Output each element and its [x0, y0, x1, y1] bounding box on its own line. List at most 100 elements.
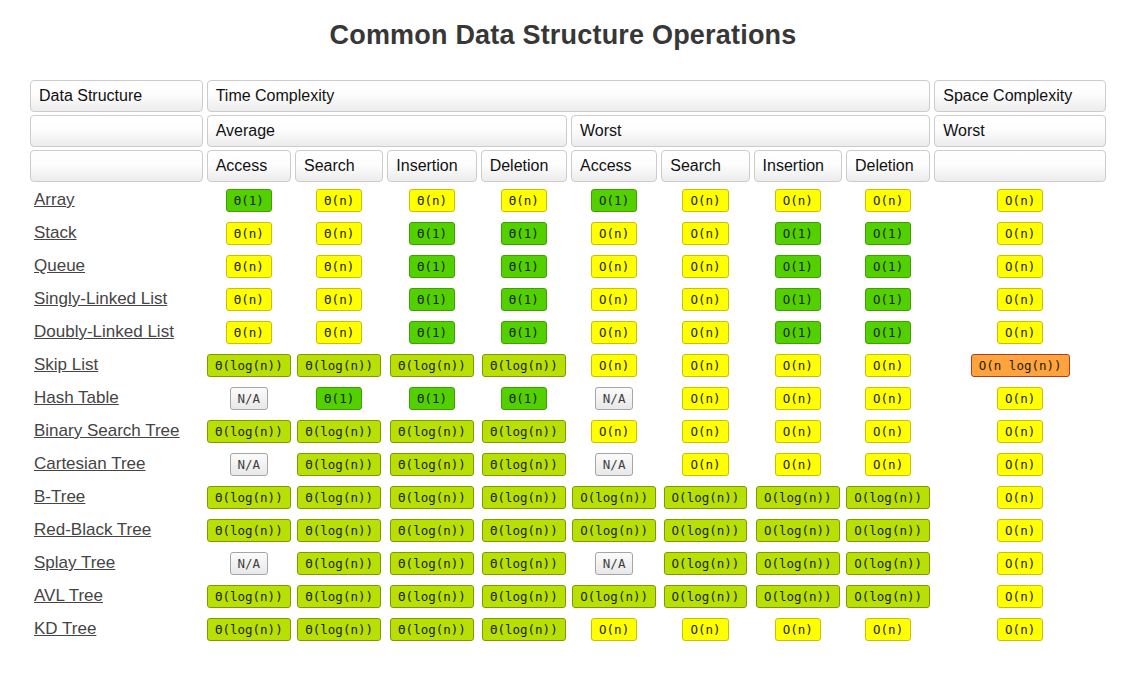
data-structure-link[interactable]: Hash Table [34, 388, 119, 407]
complexity-cell: Θ(log(n)) [387, 548, 476, 578]
complexity-badge: Θ(log(n)) [482, 519, 566, 542]
complexity-cell: O(log(n)) [754, 515, 842, 545]
header-space-worst: Worst [934, 115, 1106, 147]
data-structure-link[interactable]: Skip List [34, 355, 98, 374]
complexity-badge: N/A [595, 552, 634, 575]
complexity-cell: O(log(n)) [661, 515, 749, 545]
complexity-badge: Θ(log(n)) [390, 354, 474, 377]
complexity-cell: O(n) [934, 251, 1106, 281]
data-structure-link[interactable]: Binary Search Tree [34, 421, 180, 440]
complexity-badge: O(log(n)) [664, 585, 748, 608]
complexity-cell: O(log(n)) [846, 548, 930, 578]
data-structure-name-cell: Doubly-Linked List [30, 317, 203, 347]
data-structure-link[interactable]: AVL Tree [34, 586, 103, 605]
complexity-cell: O(n) [846, 614, 930, 644]
complexity-badge: O(n) [682, 222, 728, 245]
header-worst: Worst [571, 115, 930, 147]
complexity-cell: Θ(1) [387, 218, 476, 248]
complexity-badge: Θ(log(n)) [390, 453, 474, 476]
complexity-cell: O(log(n)) [571, 482, 657, 512]
complexity-cell: Θ(log(n)) [481, 482, 567, 512]
data-structure-link[interactable]: Queue [34, 256, 85, 275]
complexity-badge: Θ(n) [226, 255, 272, 278]
complexity-cell: O(log(n)) [846, 515, 930, 545]
complexity-cell: O(n) [754, 614, 842, 644]
header-worst-insertion: Insertion [754, 150, 842, 182]
complexity-badge: O(n) [997, 486, 1043, 509]
complexity-cell: Θ(log(n)) [481, 515, 567, 545]
complexity-badge: O(n) [682, 618, 728, 641]
complexity-badge: O(n) [775, 189, 821, 212]
complexity-badge: Θ(log(n)) [390, 585, 474, 608]
data-structure-name-cell: Skip List [30, 350, 203, 380]
complexity-cell: N/A [571, 449, 657, 479]
complexity-badge: N/A [230, 552, 269, 575]
complexity-cell: O(log(n)) [846, 482, 930, 512]
complexity-badge: Θ(log(n)) [390, 618, 474, 641]
table-row: Red-Black TreeΘ(log(n))Θ(log(n))Θ(log(n)… [30, 515, 1106, 545]
complexity-cell: Θ(log(n)) [295, 416, 383, 446]
complexity-cell: Θ(log(n)) [481, 581, 567, 611]
complexity-badge: O(log(n)) [846, 486, 930, 509]
table-row: Doubly-Linked ListΘ(n)Θ(n)Θ(1)Θ(1)O(n)O(… [30, 317, 1106, 347]
header-data-structure: Data Structure [30, 80, 203, 112]
complexity-cell: O(1) [846, 218, 930, 248]
complexity-cell: O(n) [846, 383, 930, 413]
complexity-cell: O(log(n)) [571, 581, 657, 611]
complexity-badge: Θ(log(n)) [297, 486, 381, 509]
complexity-cell: O(n) [934, 185, 1106, 215]
complexity-badge: O(n) [997, 618, 1043, 641]
data-structure-name-cell: Binary Search Tree [30, 416, 203, 446]
complexity-badge: Θ(log(n)) [207, 420, 291, 443]
complexity-cell: Θ(1) [207, 185, 291, 215]
data-structure-link[interactable]: Splay Tree [34, 553, 115, 572]
data-structure-link[interactable]: Doubly-Linked List [34, 322, 174, 341]
complexity-cell: O(n) [571, 350, 657, 380]
data-structure-link[interactable]: Array [34, 190, 75, 209]
complexity-cell: Θ(n) [387, 185, 476, 215]
complexity-cell: Θ(log(n)) [481, 548, 567, 578]
complexity-cell: O(n) [661, 251, 749, 281]
complexity-badge: Θ(log(n)) [390, 552, 474, 575]
complexity-cell: O(n) [571, 614, 657, 644]
complexity-cell: Θ(log(n)) [207, 581, 291, 611]
complexity-badge: O(n) [682, 453, 728, 476]
complexity-cell: O(log(n)) [846, 581, 930, 611]
header-avg-deletion: Deletion [481, 150, 567, 182]
complexity-badge: Θ(1) [501, 255, 547, 278]
complexity-badge: O(1) [775, 321, 821, 344]
complexity-cell: Θ(log(n)) [481, 416, 567, 446]
complexity-badge: O(n) [682, 354, 728, 377]
data-structure-name-cell: AVL Tree [30, 581, 203, 611]
complexity-cell: O(n) [934, 548, 1106, 578]
complexity-badge: O(n) [997, 189, 1043, 212]
complexity-cell: N/A [571, 383, 657, 413]
complexity-cell: O(n) [934, 482, 1106, 512]
complexity-cell: Θ(log(n)) [387, 416, 476, 446]
data-structure-link[interactable]: Singly-Linked List [34, 289, 167, 308]
complexity-badge: O(n) [997, 420, 1043, 443]
complexity-badge: O(n) [997, 519, 1043, 542]
complexity-badge: Θ(log(n)) [207, 618, 291, 641]
complexity-badge: Θ(log(n)) [390, 519, 474, 542]
complexity-cell: Θ(1) [481, 218, 567, 248]
complexity-cell: O(n) [571, 317, 657, 347]
complexity-cell: O(n) [934, 581, 1106, 611]
complexity-cell: N/A [207, 548, 291, 578]
complexity-badge: N/A [230, 387, 269, 410]
data-structure-link[interactable]: Stack [34, 223, 77, 242]
data-structure-link[interactable]: Red-Black Tree [34, 520, 151, 539]
complexity-badge: O(log(n)) [846, 585, 930, 608]
complexity-cell: O(1) [846, 251, 930, 281]
complexity-badge: Θ(1) [409, 288, 455, 311]
complexity-cell: Θ(1) [481, 383, 567, 413]
complexity-cell: Θ(n) [207, 251, 291, 281]
data-structure-link[interactable]: Cartesian Tree [34, 454, 146, 473]
data-structure-link[interactable]: B-Tree [34, 487, 85, 506]
data-structure-link[interactable]: KD Tree [34, 619, 96, 638]
data-structure-name-cell: Red-Black Tree [30, 515, 203, 545]
complexity-cell: O(n) [934, 416, 1106, 446]
header-row-groups: Data Structure Time Complexity Space Com… [30, 80, 1106, 112]
complexity-badge: Θ(n) [226, 222, 272, 245]
complexity-badge: Θ(log(n)) [482, 486, 566, 509]
